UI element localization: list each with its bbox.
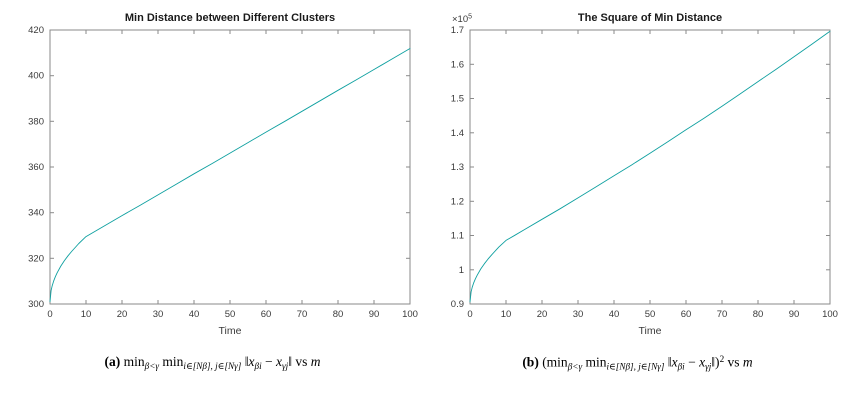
caption-segment: (min xyxy=(542,354,568,370)
svg-text:80: 80 xyxy=(753,309,764,320)
caption-segment: − xyxy=(261,354,277,369)
caption-segment: βi xyxy=(254,360,262,371)
svg-text:1: 1 xyxy=(459,265,464,276)
svg-text:100: 100 xyxy=(822,309,838,320)
svg-text:1.5: 1.5 xyxy=(451,94,464,105)
caption-segment: βi xyxy=(677,361,685,372)
caption-segment: (b) xyxy=(522,354,543,370)
svg-text:30: 30 xyxy=(153,309,164,320)
svg-text:380: 380 xyxy=(28,116,44,127)
svg-text:50: 50 xyxy=(645,309,656,320)
caption-segment: β<γ xyxy=(567,361,583,372)
svg-text:1.3: 1.3 xyxy=(451,162,464,173)
caption-segment: x xyxy=(699,354,706,370)
svg-text:Time: Time xyxy=(639,325,662,337)
caption-segment: ‖ xyxy=(664,354,672,370)
caption-segment: m xyxy=(742,354,753,370)
svg-text:Min Distance between Different: Min Distance between Different Clusters xyxy=(125,12,335,24)
caption-segment: min xyxy=(159,354,184,369)
svg-text:40: 40 xyxy=(189,309,200,320)
caption-segment: γj xyxy=(282,360,289,371)
charts-row: 0 10 20 30 40 50 60 70 80 90 100 300 320 340 360 380 400… xyxy=(6,4,844,344)
caption-b: (b) (minβ<γ mini∈[Nβ], j∈[Nγ] ‖xβi − xγj… xyxy=(425,354,850,373)
svg-text:100: 100 xyxy=(402,309,418,320)
svg-text:80: 80 xyxy=(333,309,344,320)
caption-segment: x xyxy=(671,354,678,370)
svg-text:30: 30 xyxy=(573,309,584,320)
svg-text:1.1: 1.1 xyxy=(451,231,464,242)
caption-segment: i∈[Nβ], j∈[Nγ] xyxy=(606,361,665,372)
caption-segment: vs xyxy=(724,354,743,370)
squared-min-distance-svg: 0 10 20 30 40 50 60 70 80 90 100 0.9 1 1.1 1.2 1.3 1.4 1.… xyxy=(451,12,838,337)
svg-text:0: 0 xyxy=(47,309,52,320)
caption-a: (a) minβ<γ mini∈[Nβ], j∈[Nγ] ‖xβi − xγj‖… xyxy=(0,354,425,373)
svg-text:20: 20 xyxy=(537,309,548,320)
svg-text:40: 40 xyxy=(609,309,620,320)
caption-segment: m xyxy=(310,354,321,369)
svg-text:70: 70 xyxy=(717,309,728,320)
svg-text:The Square of Min Distance: The Square of Min Distance xyxy=(578,12,722,24)
caption-segment: ‖ vs xyxy=(288,354,311,369)
svg-text:90: 90 xyxy=(789,309,800,320)
svg-text:10: 10 xyxy=(81,309,92,320)
svg-text:Time: Time xyxy=(219,325,242,337)
caption-segment: ‖) xyxy=(711,354,720,370)
svg-text:1.6: 1.6 xyxy=(451,59,464,70)
svg-text:60: 60 xyxy=(681,309,692,320)
svg-text:0: 0 xyxy=(467,309,472,320)
caption-segment: x xyxy=(276,354,283,369)
caption-segment: β<γ xyxy=(144,360,159,371)
svg-text:50: 50 xyxy=(225,309,236,320)
svg-text:320: 320 xyxy=(28,253,44,264)
min-distance-svg: 0 10 20 30 40 50 60 70 80 90 100 300 320 340 360 380 400… xyxy=(28,12,418,337)
caption-segment: min xyxy=(582,354,607,370)
svg-text:10: 10 xyxy=(501,309,512,320)
svg-text:1.7: 1.7 xyxy=(451,25,464,36)
svg-text:1.4: 1.4 xyxy=(451,128,464,139)
caption-segment: γj xyxy=(705,361,712,372)
svg-text:70: 70 xyxy=(297,309,308,320)
svg-text:0.9: 0.9 xyxy=(451,299,464,310)
svg-text:1.2: 1.2 xyxy=(451,196,464,207)
svg-text:360: 360 xyxy=(28,162,44,173)
captions-row: (a) minβ<γ mini∈[Nβ], j∈[Nγ] ‖xβi − xγj‖… xyxy=(0,354,850,373)
chart-min-distance: 0 10 20 30 40 50 60 70 80 90 100 300 320 340 360 380 400… xyxy=(6,4,424,344)
svg-text:300: 300 xyxy=(28,299,44,310)
svg-text:420: 420 xyxy=(28,25,44,36)
caption-segment: (a) xyxy=(104,354,124,369)
caption-segment: ‖ xyxy=(241,354,249,369)
svg-text:340: 340 xyxy=(28,208,44,219)
svg-text:60: 60 xyxy=(261,309,272,320)
chart-squared-min-distance: 0 10 20 30 40 50 60 70 80 90 100 0.9 1 1.1 1.2 1.3 1.4 1.… xyxy=(426,4,844,344)
svg-text:90: 90 xyxy=(369,309,380,320)
caption-segment: i∈[Nβ], j∈[Nγ] xyxy=(183,360,242,371)
caption-segment: 2 xyxy=(719,354,725,364)
svg-text:20: 20 xyxy=(117,309,128,320)
caption-segment: x xyxy=(248,354,255,369)
caption-segment: min xyxy=(123,354,145,369)
svg-text:400: 400 xyxy=(28,71,44,82)
svg-text:×105: ×105 xyxy=(452,14,472,26)
caption-segment: − xyxy=(684,354,700,370)
